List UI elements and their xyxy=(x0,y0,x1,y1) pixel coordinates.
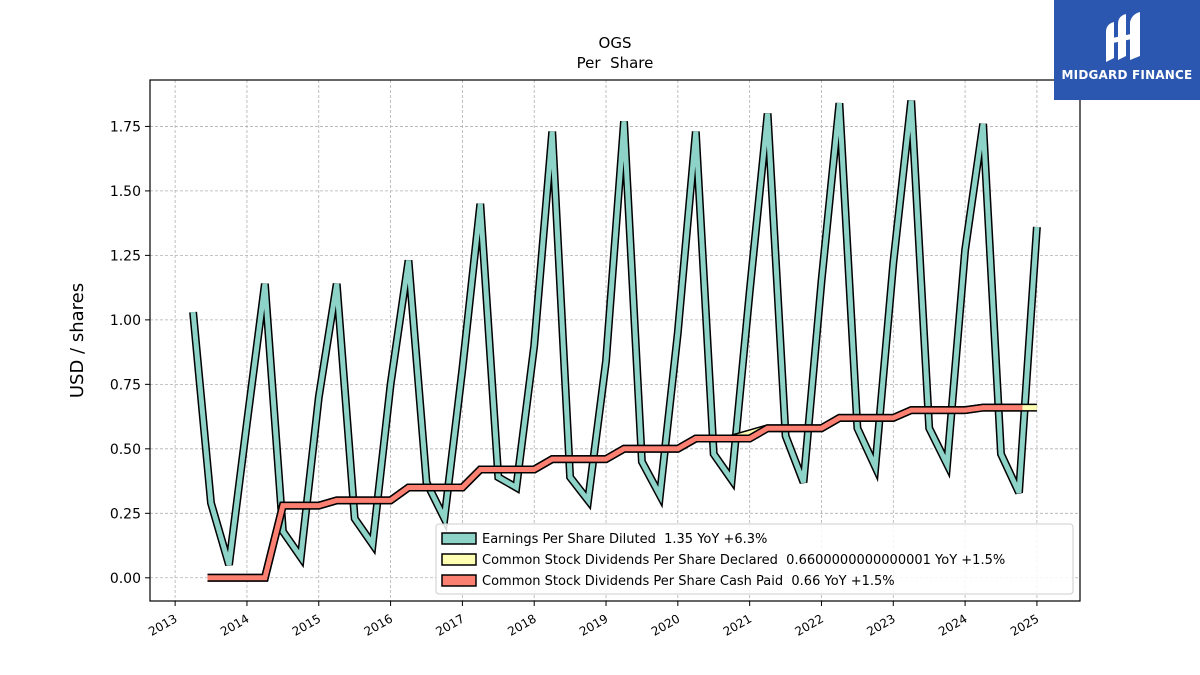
y-tick-label: 1.75 xyxy=(110,119,141,135)
y-axis-label: USD / shares xyxy=(67,283,88,398)
series-outline-0 xyxy=(189,100,1041,569)
x-tick-label: 2018 xyxy=(505,611,538,638)
y-axis: 0.00 0.25 0.50 0.75 1.00 1.25 1.50 1.75 xyxy=(110,119,150,587)
x-tick-label: 2014 xyxy=(218,611,251,638)
x-axis: 2013 2014 2015 2016 2017 2018 2019 2020 2021 2022… xyxy=(146,601,1041,639)
legend-swatch xyxy=(441,532,477,545)
chart-title: OGS xyxy=(599,34,632,52)
plot-frame xyxy=(149,79,1081,602)
brand-name: MIDGARD FINANCE xyxy=(1061,68,1193,82)
logo-mark-icon xyxy=(1106,12,1140,62)
legend-label: Common Stock Dividends Per Share Declare… xyxy=(482,553,1005,568)
legend-box xyxy=(435,523,1074,595)
legend-swatch xyxy=(441,553,477,566)
grid-lines xyxy=(150,80,1080,601)
x-tick-label: 2023 xyxy=(864,611,897,638)
legend-swatch xyxy=(441,574,477,587)
y-tick-label: 1.50 xyxy=(110,184,141,200)
y-tick-label: 0.00 xyxy=(110,571,141,587)
legend-label: Common Stock Dividends Per Share Cash Pa… xyxy=(482,574,895,589)
series-line-2 xyxy=(207,405,1023,581)
x-tick-label: 2022 xyxy=(793,611,826,638)
y-tick-label: 0.75 xyxy=(110,377,141,393)
x-tick-label: 2024 xyxy=(936,611,969,638)
x-tick-label: 2019 xyxy=(577,611,610,638)
legend: Earnings Per Share Diluted 1.35 YoY +6.3… xyxy=(435,523,1074,595)
y-tick-label: 0.50 xyxy=(110,442,141,458)
x-tick-label: 2013 xyxy=(146,611,179,638)
series-line-0 xyxy=(190,100,1040,566)
x-tick-label: 2017 xyxy=(433,611,466,638)
x-tick-label: 2016 xyxy=(362,611,395,638)
y-tick-label: 0.25 xyxy=(110,506,141,522)
chart-subtitle: Per Share xyxy=(577,54,654,72)
x-tick-label: 2025 xyxy=(1008,611,1041,638)
x-tick-label: 2020 xyxy=(649,611,682,638)
legend-label: Earnings Per Share Diluted 1.35 YoY +6.3… xyxy=(482,532,767,547)
x-tick-label: 2021 xyxy=(721,611,754,638)
x-tick-label: 2015 xyxy=(290,611,323,638)
series-layer xyxy=(189,100,1041,582)
y-tick-label: 1.00 xyxy=(110,313,141,329)
brand-logo: MIDGARD FINANCE xyxy=(1054,0,1200,100)
y-tick-label: 1.25 xyxy=(110,248,141,264)
